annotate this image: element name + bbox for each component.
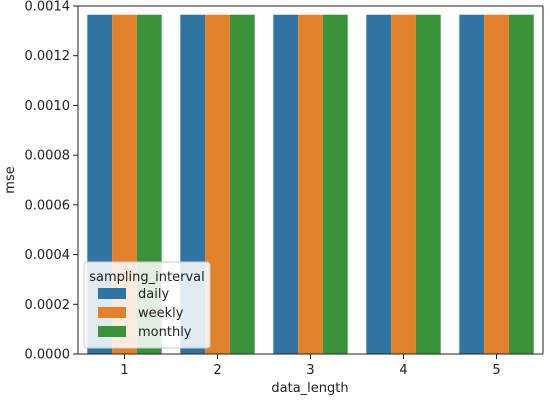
x-tick-label: 2	[213, 363, 221, 378]
x-tick-label: 3	[306, 363, 314, 378]
bar-daily-3	[273, 14, 299, 354]
y-tick-label: 0.0012	[25, 49, 71, 64]
legend: sampling_interval daily weekly monthly	[83, 261, 211, 349]
y-tick-label: 0.0004	[25, 248, 71, 263]
bar-weekly-4	[391, 14, 416, 354]
bar-monthly-3	[322, 14, 348, 354]
legend-label-daily: daily	[138, 287, 169, 302]
bar-monthly-5	[508, 14, 534, 354]
bar-monthly-2	[229, 14, 255, 354]
legend-swatch-daily	[98, 288, 126, 299]
legend-label-weekly: weekly	[138, 306, 184, 321]
y-tick-label: 0.0002	[25, 298, 71, 313]
bar-weekly-3	[298, 14, 323, 354]
legend-title: sampling_interval	[89, 270, 204, 285]
bar-daily-4	[366, 14, 392, 354]
legend-entries: daily weekly monthly	[98, 287, 192, 340]
legend-swatch-monthly	[98, 326, 126, 337]
bar-weekly-5	[484, 14, 509, 354]
x-axis-title: data_length	[271, 381, 348, 396]
legend-label-monthly: monthly	[138, 325, 192, 340]
x-tick-label: 1	[120, 363, 128, 378]
y-axis-title: mse	[3, 166, 18, 193]
y-tick-label: 0.0006	[25, 198, 71, 213]
bar-monthly-4	[415, 14, 441, 354]
y-ticks-group: 0.0000 0.0002 0.0004 0.0006 0.0008 0.0010 0.00…	[25, 0, 78, 363]
x-ticks-group: 1 2 3 4 5	[120, 354, 501, 378]
legend-swatch-weekly	[98, 307, 126, 318]
x-tick-label: 5	[492, 363, 500, 378]
bar-daily-5	[459, 14, 485, 354]
y-tick-label: 0.0008	[25, 149, 71, 164]
x-tick-label: 4	[399, 363, 407, 378]
y-tick-label: 0.0000	[25, 348, 71, 363]
y-tick-label: 0.0010	[25, 99, 71, 114]
y-tick-label: 0.0014	[25, 0, 71, 15]
